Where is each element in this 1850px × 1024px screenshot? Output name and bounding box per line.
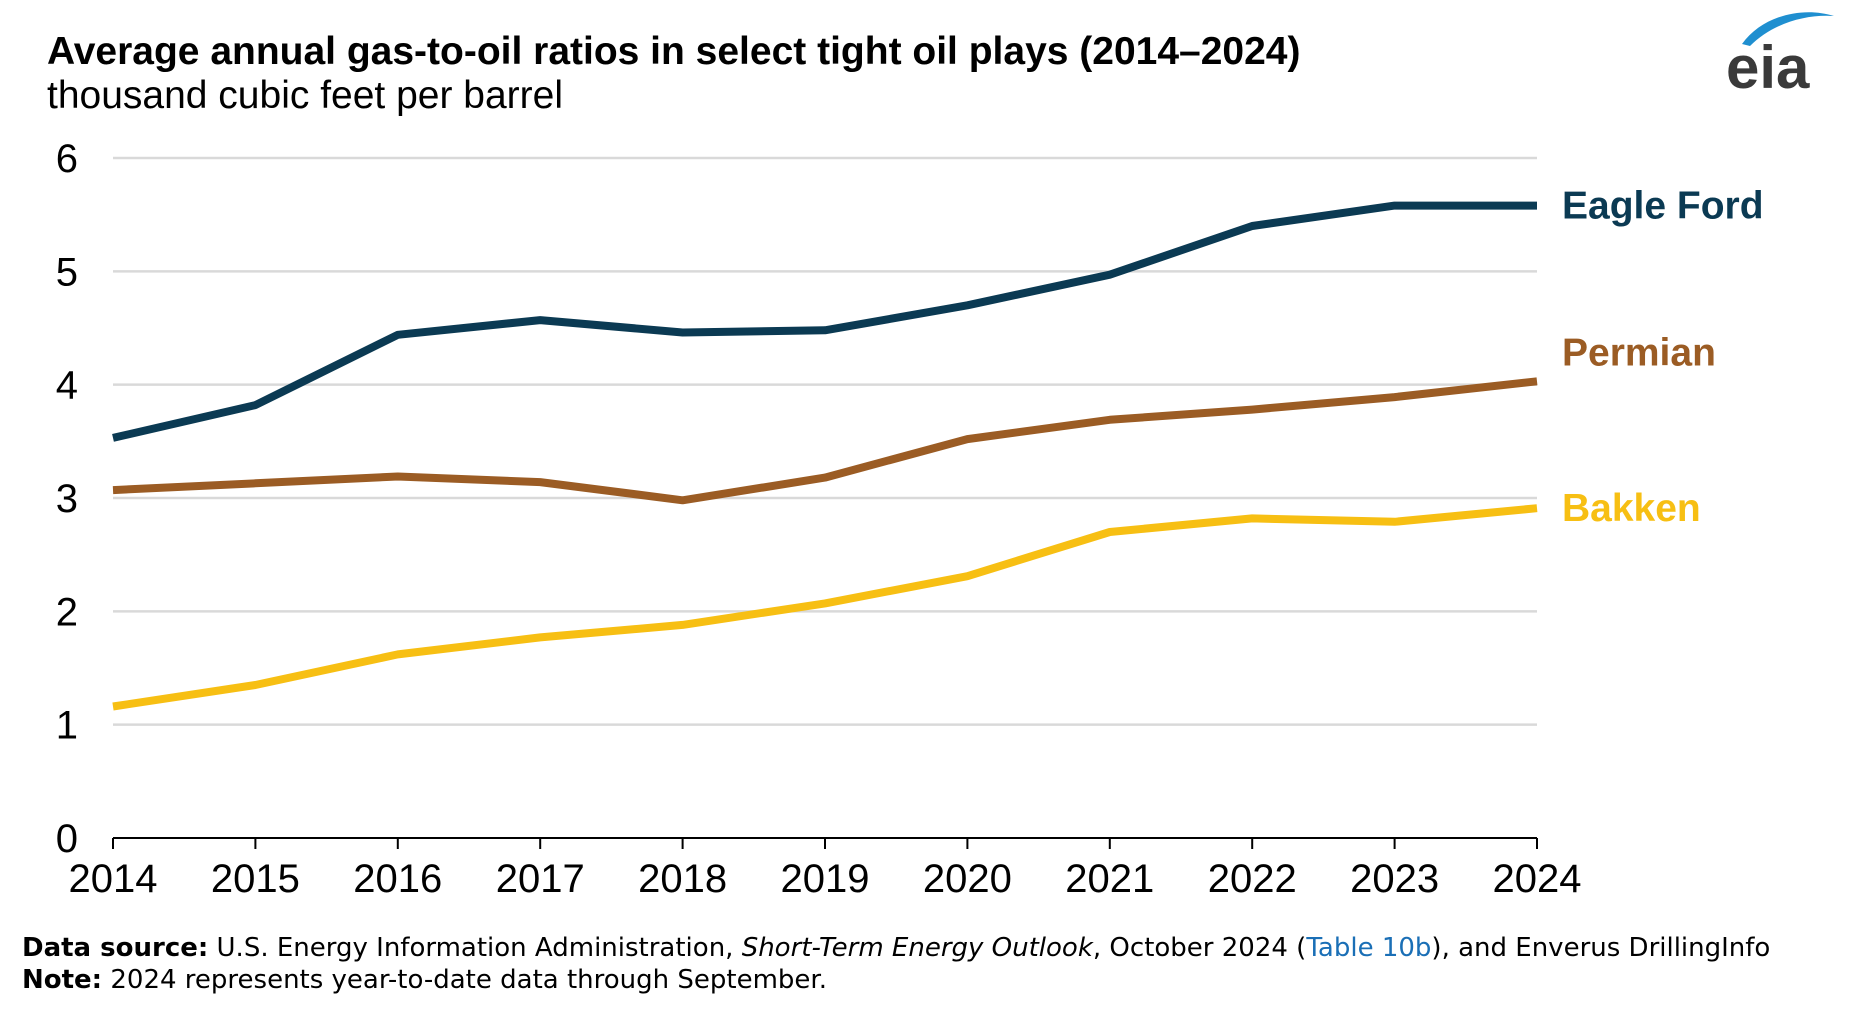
- series-line-permian: [112, 377, 1538, 505]
- source-publication: Short-Term Energy Outlook: [741, 933, 1093, 963]
- x-tick-label: 2018: [638, 857, 727, 901]
- gridlines: [113, 156, 1537, 726]
- y-tick-label: 4: [56, 364, 78, 408]
- y-tick-label: 6: [56, 137, 78, 181]
- x-tick-label: 2015: [211, 857, 300, 901]
- x-tick-label: 2023: [1350, 857, 1439, 901]
- series-lines: [112, 201, 1538, 711]
- footnote: Note: 2024 represents year-to-date data …: [22, 965, 827, 995]
- source-text-pre: U.S. Energy Information Administration,: [208, 933, 742, 963]
- x-tick-label: 2016: [353, 857, 442, 901]
- series-label-bakken: Bakken: [1562, 487, 1701, 530]
- logo-text: eia: [1726, 34, 1810, 98]
- source-text-mid: , October 2024 (: [1092, 933, 1307, 963]
- x-tick-label: 2017: [496, 857, 585, 901]
- x-tick-label: 2021: [1065, 857, 1154, 901]
- y-tick-label: 5: [56, 250, 78, 294]
- x-tick-label: 2024: [1493, 857, 1582, 901]
- chart-title: Average annual gas-to-oil ratios in sele…: [47, 30, 1301, 73]
- axes: 0 1 2 3 4 5 6 2014 2015 2016 2017 2018 2019 2020 2021 2…: [56, 137, 1582, 901]
- series-line-eagle-ford: [112, 201, 1537, 442]
- x-tick-label: 2020: [923, 857, 1012, 901]
- source-label: Data source:: [22, 933, 209, 963]
- note-text: 2024 represents year-to-date data throug…: [102, 965, 827, 995]
- y-tick-label: 3: [56, 477, 78, 521]
- y-tick-label: 0: [56, 817, 78, 861]
- note-label: Note:: [22, 965, 103, 995]
- source-text-post: ), and Enverus DrillingInfo: [1431, 933, 1771, 963]
- x-tick-label: 2014: [69, 857, 158, 901]
- y-tick-label: 1: [56, 704, 78, 748]
- series-line-bakken: [112, 504, 1538, 711]
- series-label-permian: Permian: [1562, 331, 1716, 374]
- series-label-eagle-ford: Eagle Ford: [1562, 185, 1764, 228]
- data-source-note: Data source: U.S. Energy Information Adm…: [22, 933, 1770, 963]
- line-chart: 0 1 2 3 4 5 6 2014 2015 2016 2017 2018 2019 2020 2021 2…: [56, 137, 1764, 901]
- y-tick-label: 2: [56, 590, 78, 634]
- series-labels: Eagle Ford Permian Bakken: [1562, 185, 1764, 531]
- logo-swoosh: [1742, 12, 1834, 47]
- eia-logo-icon: eia: [1726, 12, 1834, 98]
- table-10b-link[interactable]: Table 10b: [1306, 933, 1432, 963]
- x-tick-label: 2022: [1208, 857, 1297, 901]
- chart-subtitle: thousand cubic feet per barrel: [47, 74, 563, 117]
- x-tick-label: 2019: [781, 857, 870, 901]
